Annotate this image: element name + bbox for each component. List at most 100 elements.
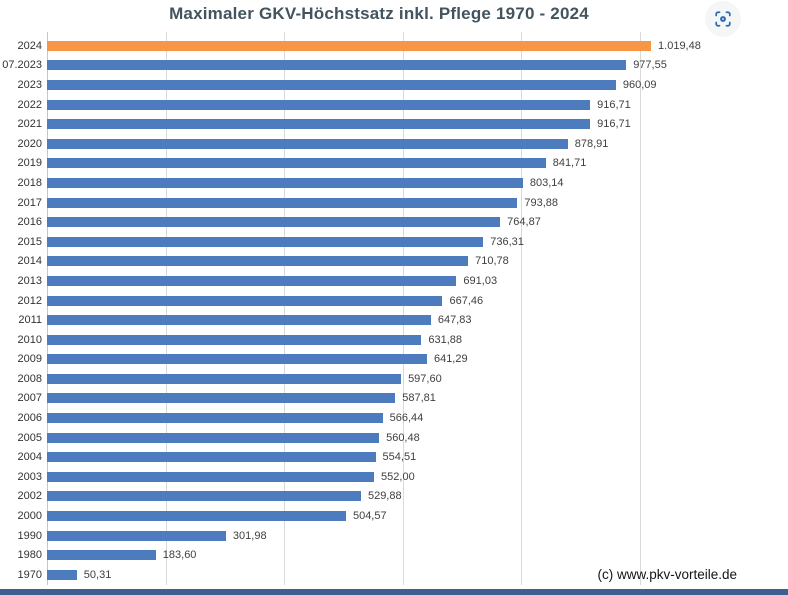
bar (47, 236, 484, 247)
bar-row: 2020 878,91 (0, 134, 788, 154)
value-label: 977,55 (633, 59, 667, 72)
focus-button[interactable] (705, 1, 741, 37)
bar-row: 1980 183,60 (0, 545, 788, 565)
bar (47, 373, 402, 384)
value-label: 587,81 (402, 392, 436, 405)
bar-row: 2018 803,14 (0, 173, 788, 193)
bar-track: 301,98 (47, 526, 758, 546)
bar-row: 2006 566,44 (0, 408, 788, 428)
bar (47, 315, 431, 326)
value-label: 710,78 (475, 255, 509, 268)
bar (47, 569, 77, 580)
bar-track: 647,83 (47, 310, 758, 330)
value-label: 1.019,48 (658, 39, 701, 52)
bar (47, 432, 380, 443)
bar-track: 977,55 (47, 56, 758, 76)
y-axis-line (47, 32, 48, 585)
value-label: 647,83 (437, 314, 472, 327)
bar-track: 667,46 (47, 291, 758, 311)
bar-row: 2014 710,78 (0, 252, 788, 272)
value-label: 560,48 (386, 431, 420, 444)
bar-row: 2023 960,09 (0, 75, 788, 95)
value-label: 504,57 (352, 510, 387, 523)
value-label: 736,31 (490, 235, 524, 248)
value-label: 841,71 (552, 157, 587, 170)
year-label: 2005 (17, 431, 42, 444)
bar-track: 916,71 (47, 114, 758, 134)
bar-row: 2016 764,87 (0, 212, 788, 232)
year-label: 1970 (17, 568, 42, 581)
year-label: 1980 (17, 549, 42, 562)
value-label: 554,51 (382, 451, 417, 464)
bar-row: 1990 301,98 (0, 526, 788, 546)
bar-row: 2008 597,60 (0, 369, 788, 389)
bar-row: 2010 631,88 (0, 330, 788, 350)
bar-track: 916,71 (47, 95, 758, 115)
bar-row: 2007 587,81 (0, 389, 788, 409)
bar-row: 2019 841,71 (0, 154, 788, 174)
bar-row: 2009 641,29 (0, 350, 788, 370)
bar (47, 99, 591, 110)
bar-row: 2003 552,00 (0, 467, 788, 487)
bar (47, 138, 568, 149)
grid-line (639, 32, 641, 585)
bar-row: 2015 736,31 (0, 232, 788, 252)
value-label: 641,29 (433, 353, 468, 366)
bar (47, 60, 627, 71)
bar-track: 793,88 (47, 193, 758, 213)
bar (47, 119, 591, 130)
value-label: 960,09 (622, 78, 657, 91)
bar (47, 275, 457, 286)
value-label: 301,98 (232, 529, 267, 542)
bar-track: 878,91 (47, 134, 758, 154)
bar (47, 511, 346, 522)
bar-track: 560,48 (47, 428, 758, 448)
bar (47, 393, 396, 404)
year-label: 2023 (17, 78, 42, 91)
year-label: 2024 (17, 39, 42, 52)
bar (47, 491, 361, 502)
value-label: 50,31 (83, 568, 112, 581)
bar-row: 2011 647,83 (0, 310, 788, 330)
bar-track: 504,57 (47, 506, 758, 526)
bar (47, 40, 652, 51)
year-label: 2004 (17, 451, 42, 464)
grid-line (284, 32, 285, 585)
bar (47, 471, 375, 482)
year-label: 2000 (17, 510, 42, 523)
value-label: 529,88 (367, 490, 402, 503)
focus-icon (712, 8, 734, 30)
bar-row: 07.2023 977,55 (0, 56, 788, 76)
year-label: 2017 (17, 196, 42, 209)
grid-line (165, 32, 167, 585)
bar-track: 566,44 (47, 408, 758, 428)
year-label: 2009 (17, 353, 42, 366)
bar-track: 691,03 (47, 271, 758, 291)
bar-row: 2002 529,88 (0, 487, 788, 507)
bar-rows: 2024 1.019,48 07.2023 977,55 2023 960,09 2022 9… (0, 36, 788, 585)
bar-row: 2000 504,57 (0, 506, 788, 526)
year-label: 1990 (17, 529, 42, 542)
value-label: 916,71 (597, 118, 631, 131)
year-label: 2014 (17, 255, 42, 268)
year-label: 2007 (17, 392, 42, 405)
bar (47, 334, 422, 345)
bar (47, 79, 616, 90)
gridlines (47, 32, 758, 585)
value-label: 566,44 (389, 412, 424, 425)
value-label: 597,60 (408, 372, 442, 385)
bar-track: 803,14 (47, 173, 758, 193)
year-label: 2002 (17, 490, 42, 503)
bar-track: 50,31 (47, 565, 758, 585)
bar (47, 197, 518, 208)
bar (47, 256, 469, 267)
value-label: 916,71 (597, 98, 631, 111)
bar (47, 295, 443, 306)
value-label: 764,87 (507, 216, 541, 229)
bar (47, 530, 226, 541)
value-label: 793,88 (524, 196, 559, 209)
value-label: 803,14 (529, 176, 564, 189)
bar (47, 452, 376, 463)
grid-line (402, 32, 404, 585)
year-label: 2013 (17, 274, 42, 287)
